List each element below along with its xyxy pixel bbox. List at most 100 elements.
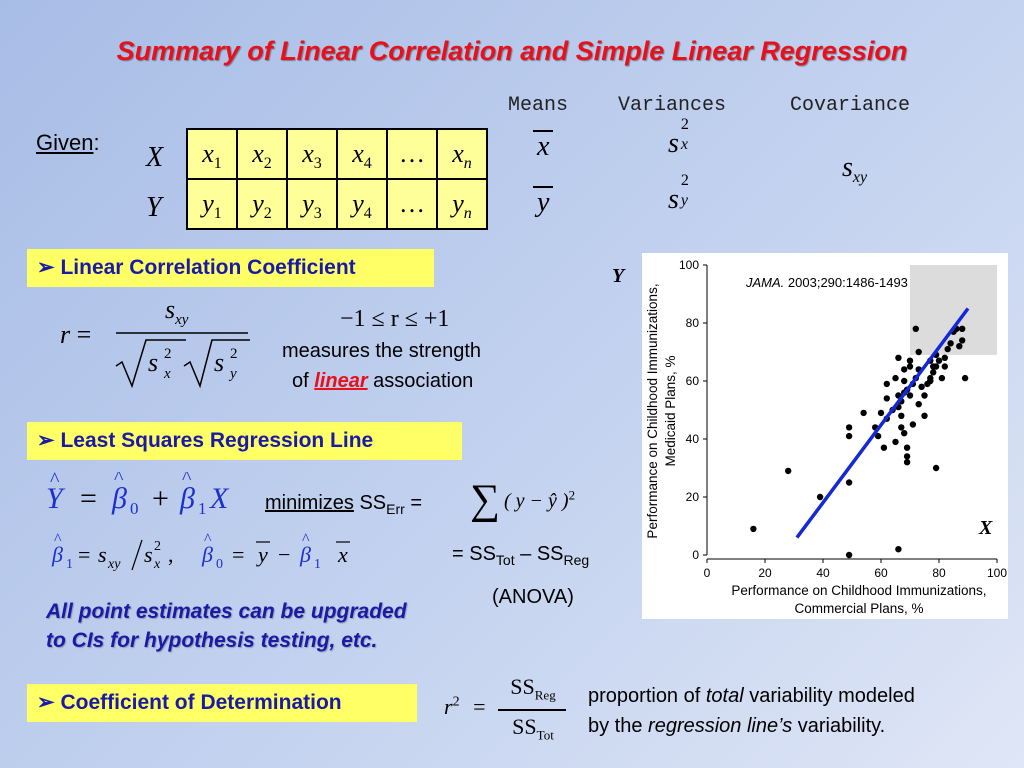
y-row: y1 y2 y3 y4 … yn [186, 178, 488, 230]
data-point [941, 363, 948, 370]
data-point [895, 354, 902, 361]
sum-expression: ( y − ŷ )2 [504, 487, 576, 512]
data-point [959, 325, 966, 332]
y-axis-title-line-2: Medicaid Plans, % [663, 355, 678, 466]
r-symbol: r = [60, 320, 92, 349]
svg-text:β: β [299, 542, 311, 567]
data-point [901, 377, 908, 385]
section-correlation: ➢ Linear Correlation Coefficient [27, 249, 434, 287]
corr-num: sxy [165, 296, 189, 328]
linear-association-text: of linear association [292, 370, 474, 392]
svg-text:β: β [179, 482, 195, 515]
svg-text:β: β [51, 542, 63, 567]
x-cell: xn [436, 128, 488, 180]
data-point [927, 377, 934, 385]
data-point [845, 551, 853, 559]
section-determination: ➢ Coefficient of Determination [27, 684, 417, 722]
svg-text:x: x [337, 542, 348, 567]
svg-text:xy: xy [107, 557, 121, 572]
fraction-bar [498, 709, 566, 711]
row-label-y: Y [146, 192, 162, 223]
data-point [750, 525, 757, 533]
data-point [941, 354, 948, 361]
rsq-denominator: SSTot [512, 714, 554, 743]
data-point [845, 432, 853, 440]
y-tick-label: 0 [692, 548, 699, 562]
data-point [906, 392, 914, 399]
row-label-x: X [146, 142, 164, 173]
data-point [883, 380, 890, 388]
y-tick-label: 40 [686, 432, 700, 446]
y-cell: yn [436, 178, 488, 230]
svg-text:^: ^ [204, 531, 212, 548]
svg-text:^: ^ [114, 472, 124, 489]
data-point [944, 345, 951, 353]
data-point [912, 325, 919, 332]
y-cell: y3 [286, 178, 338, 230]
x-cell: … [386, 128, 438, 180]
svg-text:2: 2 [154, 539, 161, 554]
upgrade-note: All point estimates can be upgraded to C… [46, 600, 407, 652]
r-range: −1 ≤ r ≤ +1 [340, 306, 450, 332]
data-point [898, 424, 905, 431]
svg-text:=: = [80, 482, 97, 515]
y-cell: y4 [336, 178, 388, 230]
ss-decomposition: = SSTot – SSReg [452, 543, 590, 568]
svg-text:y: y [228, 366, 237, 382]
svg-text:^: ^ [50, 472, 60, 491]
y-cell: … [386, 178, 438, 230]
x-tick-label: 0 [704, 566, 711, 580]
data-point [909, 421, 917, 428]
scatter-plot-panel: 0 20 40 60 80 100 0 20 40 60 80 100 JAMA. 2003;290:… [642, 253, 1008, 619]
data-point [880, 444, 888, 451]
data-point [901, 366, 908, 373]
means-header: Means [508, 94, 569, 117]
data-point [845, 424, 853, 431]
variances-header: Variances [618, 94, 727, 117]
r-squared: r2 = [444, 694, 486, 719]
svg-text:y: y [256, 542, 268, 567]
svg-text:1: 1 [314, 557, 321, 572]
data-point [906, 363, 914, 370]
data-point [898, 412, 905, 419]
data-point [921, 392, 928, 399]
section-regression: ➢ Least Squares Regression Line [27, 422, 462, 460]
determination-line-1: proportion of total variability modeled [588, 685, 915, 707]
y-tick-label: 100 [679, 258, 699, 272]
scatter-plot: 0 20 40 60 80 100 0 20 40 60 80 100 JAMA. 2003;290:… [645, 258, 1007, 616]
data-point [816, 493, 824, 501]
data-point [961, 374, 969, 382]
data-point [892, 438, 899, 446]
y-axis-name: Y [612, 265, 625, 287]
svg-text:,: , [168, 542, 174, 567]
data-point [901, 430, 908, 437]
data-point [845, 479, 853, 486]
data-point [959, 337, 966, 344]
x-tick-label: 100 [987, 566, 1007, 580]
x-cell: x1 [186, 128, 238, 180]
x-cell: x4 [336, 128, 388, 180]
data-point [874, 432, 882, 440]
y-axis-title-line-1: Performance on Childhood Immunizations, [645, 283, 660, 538]
y-tick-label: 80 [686, 316, 700, 330]
sum-icon: ∑ [470, 477, 500, 523]
svg-text:s: s [144, 542, 153, 567]
x-axis-title-line-1: Performance on Childhood Immunizations, [731, 583, 986, 598]
svg-text:=: = [232, 542, 244, 567]
data-point [903, 453, 911, 460]
data-point [932, 363, 940, 370]
svg-text:s: s [214, 348, 224, 377]
x-tick-label: 60 [874, 566, 888, 580]
data-point [877, 409, 885, 417]
svg-text:^: ^ [302, 531, 310, 548]
data-point [903, 444, 911, 451]
y-tick-label: 20 [686, 490, 700, 504]
x-tick-label: 20 [758, 566, 772, 580]
svg-text:x: x [163, 366, 171, 382]
svg-text:^: ^ [54, 531, 62, 548]
svg-text:1: 1 [66, 557, 73, 572]
svg-text:β: β [111, 482, 127, 515]
svg-text:β: β [201, 542, 213, 567]
svg-text:x: x [153, 557, 161, 572]
